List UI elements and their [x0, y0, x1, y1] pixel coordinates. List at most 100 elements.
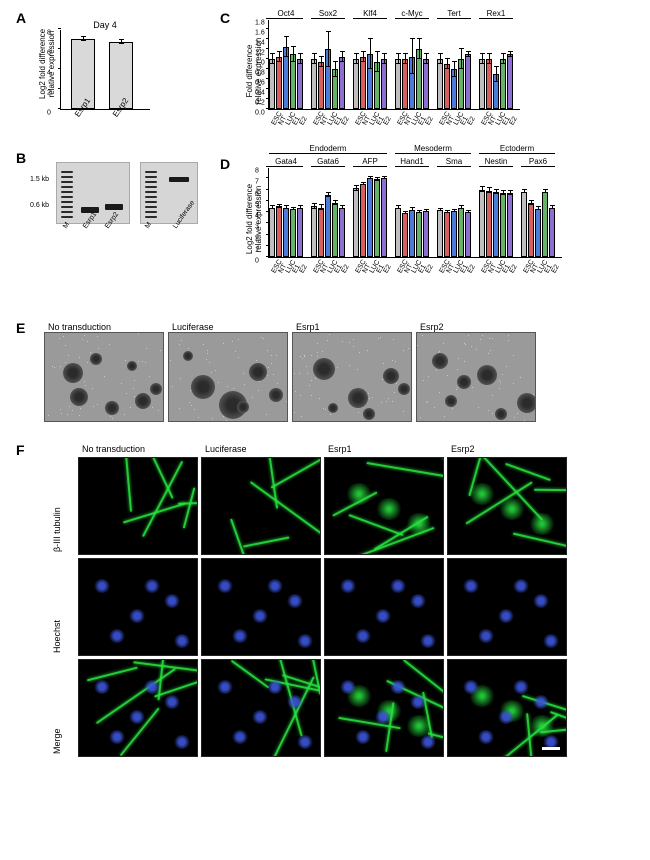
panel-d-axes: 012345678EndodermMesodermEctodermGata4Ga… — [268, 168, 562, 258]
gel-marker: 0.6 kb — [30, 202, 49, 209]
panel-a-xlabels: Esrp1Esrp2 — [60, 110, 150, 125]
bar — [339, 57, 345, 110]
bar — [269, 59, 275, 109]
lineage-label: Mesoderm — [395, 144, 471, 154]
panel-label-c: C — [220, 10, 230, 26]
bar — [549, 208, 555, 258]
bar — [444, 212, 450, 257]
bar — [283, 208, 289, 258]
fluoro-row-label: Merge — [52, 664, 62, 754]
bar — [276, 206, 282, 257]
bar — [486, 59, 492, 109]
panel-a-ylabel: Log2 fold difference relative expression — [38, 29, 56, 99]
bar — [535, 209, 541, 257]
bar — [423, 59, 429, 109]
bar — [395, 59, 401, 109]
micrograph-title: Esrp1 — [292, 322, 412, 332]
gene-label: Sox2 — [311, 9, 345, 19]
gene-label: Nestin — [479, 157, 513, 167]
micrograph — [44, 332, 164, 422]
bar — [479, 190, 485, 258]
bar — [353, 59, 359, 109]
fluoro-col-title: Esrp2 — [447, 444, 567, 454]
bar — [500, 59, 506, 109]
condition-xlabel: E2 — [467, 266, 476, 275]
micrograph-title: No transduction — [44, 322, 164, 332]
fluoro-panel — [447, 659, 567, 757]
gene-label: c-Myc — [395, 9, 429, 19]
bar — [458, 208, 464, 258]
fluoro-col-title: Esrp1 — [324, 444, 444, 454]
bar — [507, 193, 513, 257]
panel-a-axes: 02468 — [60, 30, 150, 110]
gene-label: Pax6 — [521, 157, 555, 167]
bar — [332, 203, 338, 257]
panel-d-ylabel: Log2 fold difference relative expression — [245, 179, 263, 259]
bar — [521, 192, 527, 257]
gene-label: Sma — [437, 157, 471, 167]
condition-xlabel: E2 — [425, 118, 434, 127]
fluoro-panel — [201, 457, 321, 555]
fluoro-panel — [201, 558, 321, 656]
bar — [360, 57, 366, 110]
bar — [395, 208, 401, 258]
fluoro-panel — [447, 457, 567, 555]
condition-xlabel: E2 — [341, 118, 350, 127]
gene-label: Tert — [437, 9, 471, 19]
bar — [423, 211, 429, 257]
fluoro-panel — [324, 558, 444, 656]
fluoro-panel — [201, 659, 321, 757]
bar — [297, 208, 303, 258]
condition-xlabel: E2 — [467, 118, 476, 127]
bar — [486, 191, 492, 257]
bar — [311, 59, 317, 109]
bar — [367, 178, 373, 257]
panel-label-a: A — [16, 10, 26, 26]
condition-xlabel: E2 — [341, 266, 350, 275]
scale-bar — [542, 747, 560, 750]
panel-label-f: F — [16, 442, 25, 458]
bar — [451, 211, 457, 257]
bar — [381, 59, 387, 109]
panel-a-title: Day 4 — [60, 20, 150, 30]
bar — [437, 59, 443, 109]
bar — [290, 209, 296, 257]
bar — [374, 179, 380, 257]
bar — [493, 192, 499, 257]
panel-f: No transductionLuciferaseEsrp1Esrp2β-III… — [58, 444, 567, 757]
micrograph — [416, 332, 536, 422]
panel-label-b: B — [16, 150, 26, 166]
bar — [297, 59, 303, 109]
bar — [318, 208, 324, 258]
lineage-label: Ectoderm — [479, 144, 555, 154]
micrograph-title: Esrp2 — [416, 322, 536, 332]
fluoro-panel — [78, 659, 198, 757]
gene-label: Klf4 — [353, 9, 387, 19]
gel-marker: 1.5 kb — [30, 176, 49, 183]
fluoro-panel — [447, 558, 567, 656]
condition-xlabel: E2 — [299, 118, 308, 127]
panel-label-d: D — [220, 156, 230, 172]
condition-xlabel: E2 — [509, 118, 518, 127]
fluoro-panel — [324, 659, 444, 757]
panel-c: Fold difference relative expression 0.00… — [268, 20, 520, 110]
bar — [507, 54, 513, 109]
condition-xlabel: E2 — [551, 266, 560, 275]
lineage-label: Endoderm — [269, 144, 387, 154]
bar — [290, 54, 296, 109]
gene-label: Gata4 — [269, 157, 303, 167]
condition-xlabel: E2 — [383, 266, 392, 275]
fluoro-panel — [78, 457, 198, 555]
gene-label: Rex1 — [479, 9, 513, 19]
bar — [325, 195, 331, 257]
bar — [269, 208, 275, 258]
gene-label: Hand1 — [395, 157, 429, 167]
bar — [416, 212, 422, 257]
fluoro-panel — [324, 457, 444, 555]
bar — [409, 210, 415, 257]
bar — [276, 57, 282, 110]
micrograph — [168, 332, 288, 422]
condition-xlabel: E2 — [383, 118, 392, 127]
panel-b: 1.5 kb0.6 kbMEsrp1Esrp2MLuciferase — [44, 162, 224, 252]
bar — [500, 193, 506, 257]
